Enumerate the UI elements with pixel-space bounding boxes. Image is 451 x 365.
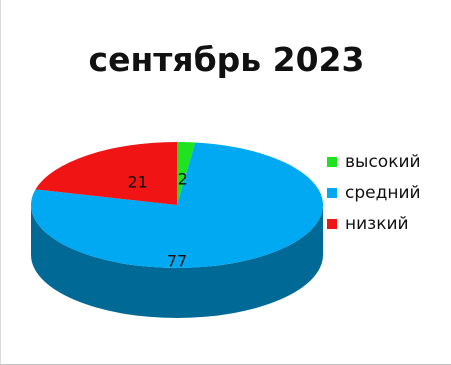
pie-slice xyxy=(35,142,178,205)
pie-data-label: 2 xyxy=(178,169,188,188)
legend-item: средний xyxy=(327,177,421,208)
pie-data-label: 21 xyxy=(127,173,147,192)
legend-label: высокий xyxy=(345,151,421,172)
legend-item: низкий xyxy=(327,208,421,239)
legend-label: средний xyxy=(345,182,421,203)
pie-data-label: 77 xyxy=(167,252,187,271)
legend-swatch xyxy=(327,156,337,167)
chart-legend: высокий средний низкий xyxy=(327,146,421,239)
pie-slice xyxy=(177,142,196,205)
legend-item: высокий xyxy=(327,146,421,177)
pie-slice xyxy=(31,142,324,269)
legend-swatch xyxy=(327,218,337,229)
legend-label: низкий xyxy=(345,213,409,234)
legend-swatch xyxy=(327,187,337,198)
pie-slice-side xyxy=(31,205,323,318)
chart-title: сентябрь 2023 xyxy=(88,40,365,79)
